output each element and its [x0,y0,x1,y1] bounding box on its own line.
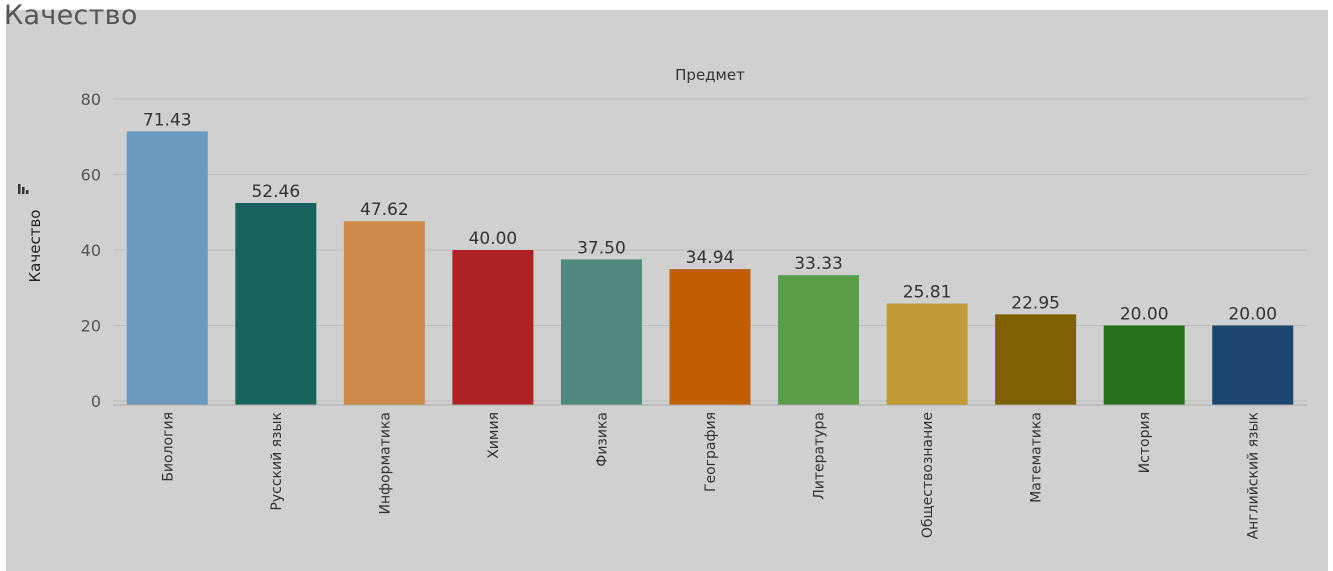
y-tick-label: 0 [91,392,101,411]
bar[interactable] [1212,325,1294,406]
x-tick-label: Информатика [377,412,393,514]
bar[interactable] [343,221,425,405]
x-tick-label: Литература [812,412,828,500]
value-label: 20.00 [1228,305,1277,325]
y-tick-label: 20 [81,317,101,336]
value-label: 33.33 [794,254,843,274]
x-tick-label: Русский язык [269,412,285,511]
bars [126,131,1294,406]
page-title: Качество [4,0,138,31]
bar[interactable] [126,131,208,405]
column-header: Предмет [675,66,745,84]
y-tick-label: 80 [81,90,101,109]
x-tick-label: Физика [594,412,610,467]
value-label: 25.81 [903,283,952,303]
y-tick-label: 60 [81,166,101,185]
value-label: 34.94 [686,248,735,268]
bar[interactable] [452,250,534,405]
x-tick-label: Обществознание [920,412,936,538]
x-axis-labels: Биология Русский язык Информатика Химия Физи… [160,412,1261,539]
x-tick-label: Английский язык [1246,412,1262,539]
value-label: 47.62 [360,200,409,220]
x-tick-label: Биология [160,412,176,482]
bar[interactable] [995,314,1077,405]
x-tick-label: Химия [486,412,502,459]
value-labels: 71.43 52.46 47.62 40.00 37.50 34.94 33.33 25.81… [143,110,1277,324]
bar[interactable] [886,303,968,405]
bar[interactable] [235,202,317,405]
value-label: 52.46 [251,182,300,202]
bar[interactable] [560,259,642,405]
x-tick-label: География [703,412,719,492]
sort-descending-icon[interactable] [18,184,29,194]
chart-panel [6,10,1328,571]
bar[interactable] [669,269,751,405]
x-tick-label: Математика [1029,412,1045,503]
value-label: 20.00 [1120,305,1169,325]
y-axis-ticks: 0 20 40 60 80 [81,90,101,411]
x-tick-label: История [1137,412,1153,473]
bar[interactable] [1103,325,1185,406]
value-label: 40.00 [469,229,518,249]
y-tick-label: 40 [81,241,101,260]
value-label: 37.50 [577,238,626,258]
value-label: 22.95 [1011,293,1060,313]
bar[interactable] [778,275,860,405]
y-axis-label: Качество [26,210,44,283]
value-label: 71.43 [143,110,192,130]
